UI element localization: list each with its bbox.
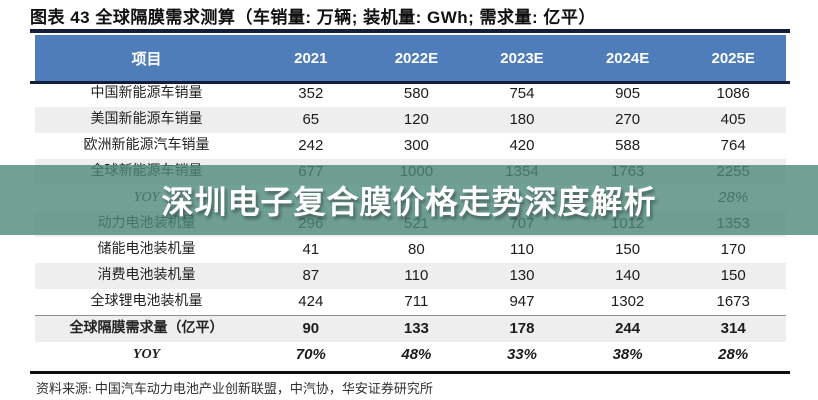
table-cell: 588 xyxy=(615,137,641,154)
table-cell: 133 xyxy=(403,320,429,337)
table-cell: 1673 xyxy=(716,293,750,310)
table-cell: 90 xyxy=(302,320,320,337)
row-label: 欧洲新能源汽车销量 xyxy=(83,138,210,153)
table-row: 美国新能源车销量 65 120 180 270 405 xyxy=(35,107,786,133)
watermark-text: 深圳电子复合膜价格走势深度解析 xyxy=(161,184,657,220)
header-cell-year: 2023E xyxy=(469,35,575,81)
table-row: 储能电池装机量 41 80 110 150 170 xyxy=(35,237,786,263)
table-cell: 150 xyxy=(720,267,746,284)
table-cell: 87 xyxy=(302,267,320,284)
table-cell: 140 xyxy=(615,267,641,284)
table-cell: 947 xyxy=(509,293,535,310)
table-header-row: 项目 2021 2022E 2023E 2024E 2025E xyxy=(35,35,786,81)
table-cell: 244 xyxy=(615,320,641,337)
table-cell: 405 xyxy=(720,111,746,128)
table-row: 全球隔膜需求量（亿平） 90 133 178 244 314 xyxy=(35,315,786,342)
table-cell: 130 xyxy=(509,267,535,284)
table-cell: 314 xyxy=(720,320,746,337)
table-cell: 905 xyxy=(615,85,641,102)
table-row: 欧洲新能源汽车销量 242 300 420 588 764 xyxy=(35,133,786,159)
table-cell: 41 xyxy=(302,241,320,258)
table-cell: 420 xyxy=(509,137,535,154)
table-cell: 65 xyxy=(302,111,320,128)
table-cell: 764 xyxy=(720,137,746,154)
table-row: 消费电池装机量 87 110 130 140 150 xyxy=(35,263,786,289)
header-cell-year: 2021 xyxy=(258,35,364,81)
table-cell: 170 xyxy=(720,241,746,258)
table-cell: 38% xyxy=(612,346,643,363)
top-rule xyxy=(30,29,790,33)
header-cell-year: 2024E xyxy=(574,35,681,81)
header-cell-label: 项目 xyxy=(35,35,258,81)
row-label: 美国新能源车销量 xyxy=(90,112,203,127)
row-label: 消费电池装机量 xyxy=(97,268,196,283)
table-cell: 242 xyxy=(298,137,324,154)
table-cell: 150 xyxy=(615,241,641,258)
bottom-rule xyxy=(30,371,790,374)
figure-title: 图表 43 全球隔膜需求测算（车销量: 万辆; 装机量: GWh; 需求量: 亿… xyxy=(30,8,596,27)
table-cell: 424 xyxy=(298,293,324,310)
header-underline xyxy=(30,81,790,84)
table-cell: 120 xyxy=(403,111,429,128)
row-label: YOY xyxy=(132,347,161,362)
table-row: YOY 70% 48% 33% 38% 28% xyxy=(35,342,786,368)
header-cell-year: 2025E xyxy=(680,35,786,81)
table-cell: 1302 xyxy=(610,293,645,310)
table-cell: 110 xyxy=(510,241,534,258)
table-row: 全球锂电池装机量 424 711 947 1302 1673 xyxy=(35,289,786,316)
header-cell-year: 2022E xyxy=(363,35,470,81)
row-label: 全球锂电池装机量 xyxy=(90,294,203,309)
table-cell: 80 xyxy=(408,241,425,258)
table-row: 中国新能源车销量 352 580 754 905 1086 xyxy=(35,81,786,107)
table-cell: 28% xyxy=(718,346,749,363)
table-cell: 580 xyxy=(403,85,429,102)
table-cell: 270 xyxy=(615,111,641,128)
demand-table: 项目 2021 2022E 2023E 2024E 2025E 中国新能源车销量 352 58… xyxy=(35,35,786,368)
table-cell: 180 xyxy=(509,111,535,128)
table-cell: 33% xyxy=(506,346,537,363)
table-cell: 754 xyxy=(509,85,535,102)
table-cell: 300 xyxy=(403,137,429,154)
row-label: 储能电池装机量 xyxy=(97,242,196,257)
table-cell: 110 xyxy=(404,267,429,284)
table-cell: 1086 xyxy=(716,85,750,102)
table-body: 中国新能源车销量 352 580 754 905 1086 美国新能源车销量 65 120 180… xyxy=(35,81,786,368)
row-label: 全球隔膜需求量（亿平） xyxy=(69,321,224,336)
source-note: 资料来源: 中国汽车动力电池产业创新联盟，中汽协，华安证券研究所 xyxy=(36,381,433,396)
table-cell: 711 xyxy=(404,293,429,310)
table-cell: 352 xyxy=(298,85,324,102)
table-cell: 70% xyxy=(295,346,326,363)
watermark-band: 深圳电子复合膜价格走势深度解析 xyxy=(0,165,818,235)
table-cell: 48% xyxy=(401,346,432,363)
table-cell: 178 xyxy=(509,320,535,337)
row-label: 中国新能源车销量 xyxy=(90,86,203,101)
